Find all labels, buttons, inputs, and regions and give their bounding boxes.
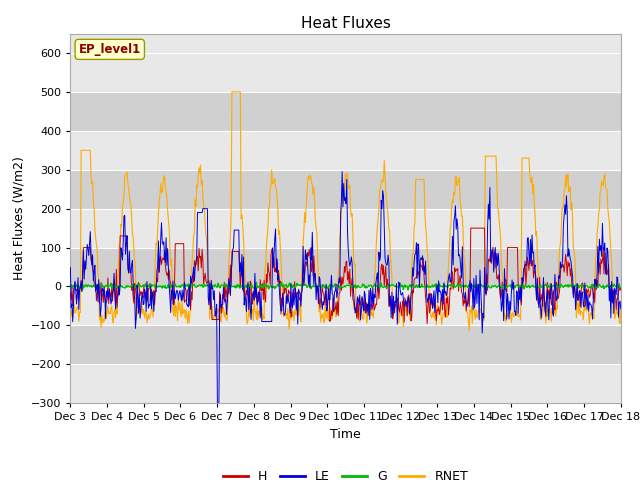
Y-axis label: Heat Fluxes (W/m2): Heat Fluxes (W/m2)	[12, 156, 26, 280]
H	[77, 283, 84, 288]
RNET	[617, 305, 625, 311]
Title: Heat Fluxes: Heat Fluxes	[301, 16, 390, 31]
LE	[189, 272, 196, 277]
RNET	[133, 306, 141, 312]
Text: EP_level1: EP_level1	[79, 43, 141, 56]
Legend: H, LE, G, RNET: H, LE, G, RNET	[218, 465, 473, 480]
G	[77, 283, 84, 289]
G	[218, 282, 226, 288]
LE	[430, 288, 438, 294]
Line: RNET: RNET	[70, 92, 621, 331]
LE	[214, 400, 221, 406]
G	[327, 287, 335, 293]
Bar	[70, 248, 621, 287]
G	[430, 283, 438, 288]
H	[429, 299, 437, 304]
RNET	[67, 312, 74, 318]
H	[467, 225, 475, 231]
RNET	[77, 310, 84, 315]
RNET	[228, 89, 236, 95]
H	[617, 285, 625, 291]
Bar	[70, 364, 621, 403]
H	[67, 290, 74, 296]
Bar	[70, 287, 621, 325]
Bar	[70, 325, 621, 364]
Bar	[70, 92, 621, 131]
H	[133, 305, 141, 311]
RNET	[189, 247, 196, 253]
H	[218, 306, 226, 312]
Line: G: G	[70, 282, 621, 290]
LE	[67, 265, 74, 271]
LE	[617, 306, 625, 312]
G	[67, 283, 74, 288]
X-axis label: Time: Time	[330, 428, 361, 441]
RNET	[413, 177, 421, 182]
Bar	[70, 209, 621, 248]
G	[189, 283, 196, 288]
G	[617, 285, 625, 290]
LE	[414, 241, 422, 247]
H	[189, 273, 196, 278]
G	[414, 285, 422, 290]
LE	[219, 302, 227, 308]
H	[423, 321, 431, 326]
G	[133, 283, 141, 288]
RNET	[429, 314, 437, 320]
Bar	[70, 131, 621, 170]
LE	[77, 284, 84, 290]
Line: LE: LE	[70, 172, 621, 403]
Bar	[70, 170, 621, 209]
G	[253, 279, 260, 285]
LE	[133, 282, 141, 288]
RNET	[218, 303, 226, 309]
Line: H: H	[70, 228, 621, 324]
RNET	[465, 328, 473, 334]
H	[413, 275, 420, 281]
LE	[339, 169, 346, 175]
Bar	[70, 53, 621, 92]
